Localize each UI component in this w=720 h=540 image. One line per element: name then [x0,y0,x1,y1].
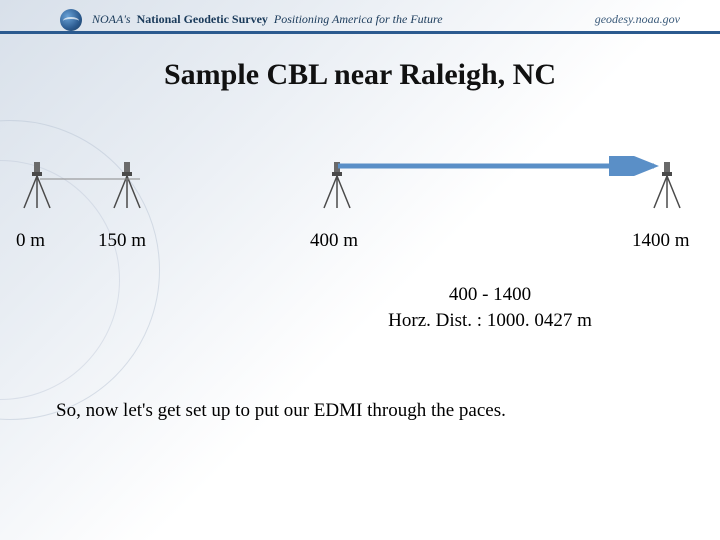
station-label: 400 m [310,230,358,252]
footer-text: So, now let's get set up to put our EDMI… [56,400,680,422]
station-label: 1400 m [632,230,690,252]
noaa-logo-icon [60,9,82,31]
header-org-prefix: NOAA's [92,12,131,27]
station-0 [20,160,54,210]
header-tagline: Positioning America for the Future [274,12,443,27]
header-site: geodesy.noaa.gov [595,12,680,27]
header-bar: NOAA's National Geodetic Survey Position… [0,8,720,34]
tripod-icon [110,160,144,210]
baseline-connector [40,176,140,182]
header-org-name: National Geodetic Survey [137,12,268,27]
measurement-arrow-icon [336,156,666,176]
station-label: 0 m [16,230,45,252]
baseline-diagram: 0 m 150 m 400 m [20,150,700,270]
station-1 [110,160,144,210]
station-label: 150 m [98,230,146,252]
measurement-distance: Horz. Dist. : 1000. 0427 m [340,308,640,334]
header-text: NOAA's National Geodetic Survey Position… [92,12,443,27]
measurement-range: 400 - 1400 [340,282,640,308]
page-title: Sample CBL near Raleigh, NC [0,58,720,92]
tripod-icon [20,160,54,210]
measurement-info: 400 - 1400 Horz. Dist. : 1000. 0427 m [340,282,640,333]
